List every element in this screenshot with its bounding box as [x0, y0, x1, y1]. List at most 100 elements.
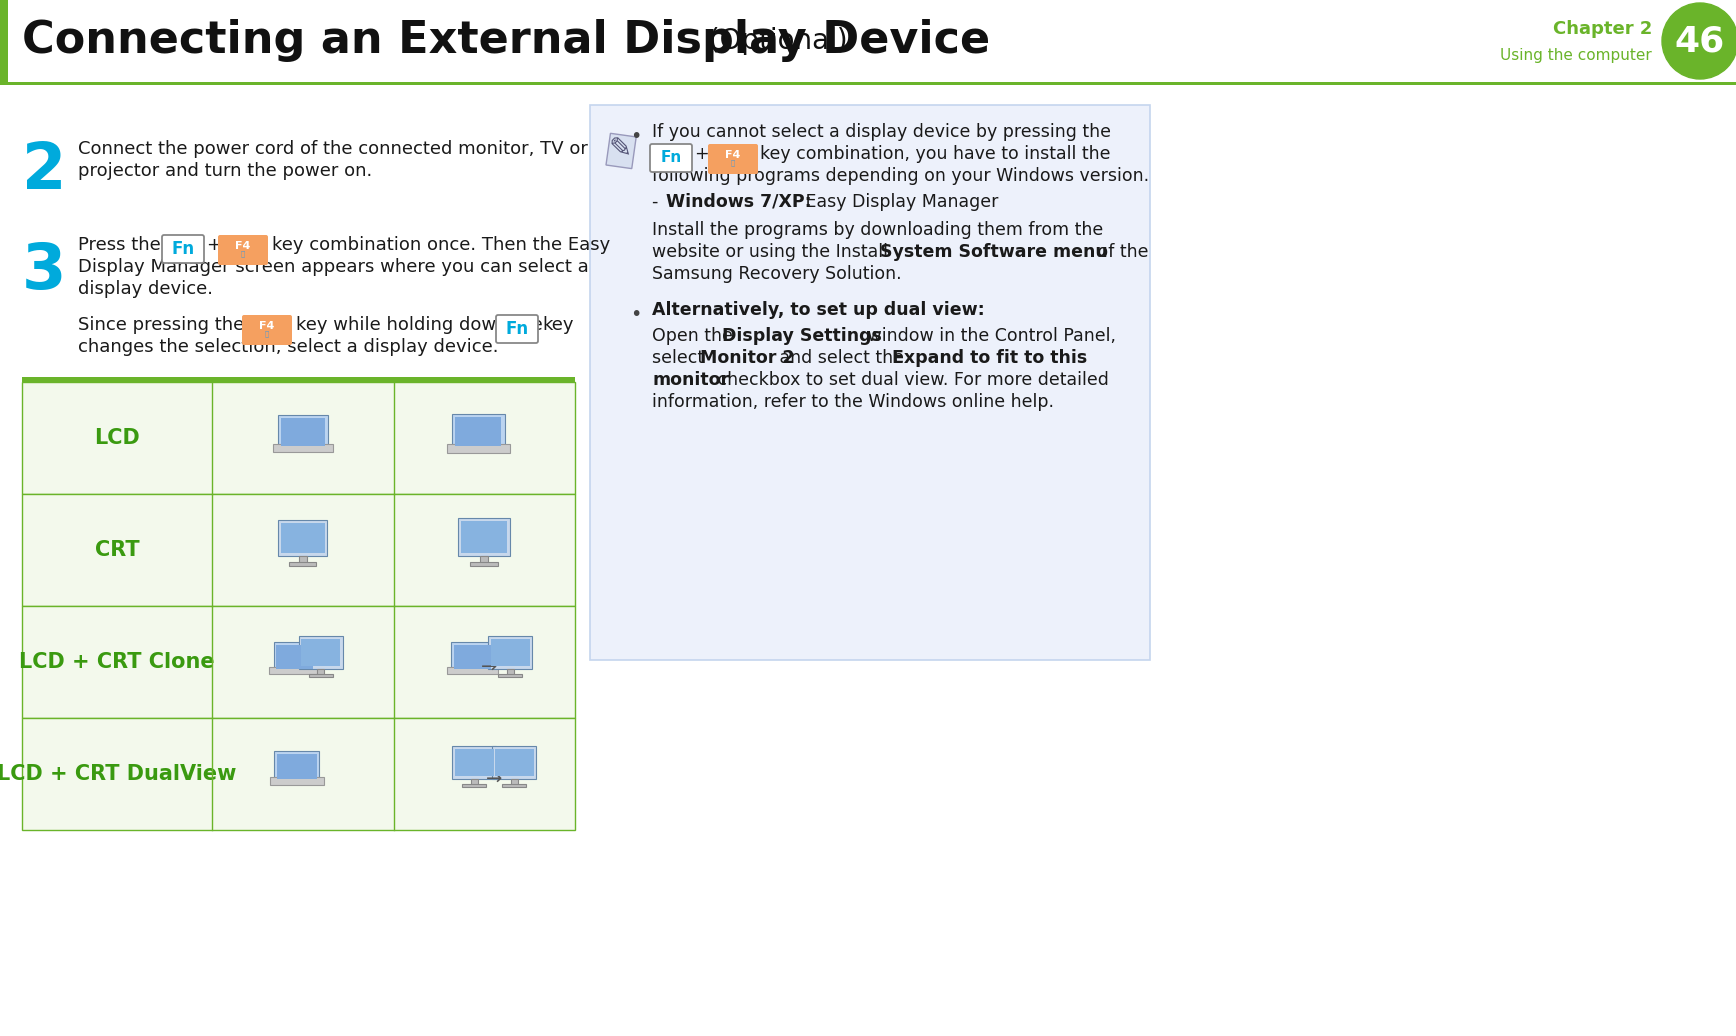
- Text: key: key: [542, 316, 573, 334]
- Bar: [451, 746, 496, 779]
- Bar: [299, 636, 342, 668]
- Text: window in the Control Panel,: window in the Control Panel,: [863, 327, 1116, 345]
- Text: Fn: Fn: [172, 240, 194, 258]
- FancyBboxPatch shape: [496, 315, 538, 343]
- FancyBboxPatch shape: [161, 235, 205, 263]
- Bar: [481, 556, 488, 564]
- FancyBboxPatch shape: [649, 144, 693, 172]
- Text: projector and turn the power on.: projector and turn the power on.: [78, 162, 372, 180]
- Text: F4: F4: [259, 321, 274, 330]
- Bar: [269, 667, 319, 673]
- Bar: [23, 606, 575, 718]
- Text: 46: 46: [1675, 24, 1726, 58]
- Bar: [318, 668, 325, 675]
- Bar: [278, 754, 316, 779]
- Text: ⬛: ⬛: [266, 330, 269, 338]
- Bar: [488, 636, 533, 668]
- Bar: [274, 642, 316, 671]
- Text: Display Settings: Display Settings: [722, 327, 882, 345]
- Text: Fn: Fn: [505, 320, 528, 338]
- Text: key combination, you have to install the: key combination, you have to install the: [760, 145, 1111, 163]
- Bar: [23, 494, 575, 606]
- Text: select: select: [653, 349, 710, 367]
- Bar: [446, 667, 498, 673]
- Text: Monitor 2: Monitor 2: [700, 349, 795, 367]
- Text: LCD + CRT Clone: LCD + CRT Clone: [19, 652, 215, 672]
- FancyBboxPatch shape: [241, 315, 292, 345]
- Bar: [269, 777, 323, 784]
- Bar: [23, 377, 575, 382]
- Text: Samsung Recovery Solution.: Samsung Recovery Solution.: [653, 265, 901, 283]
- Bar: [606, 134, 635, 169]
- Bar: [455, 418, 502, 447]
- Bar: [462, 521, 507, 553]
- Text: information, refer to the Windows online help.: information, refer to the Windows online…: [653, 393, 1054, 411]
- Text: of the: of the: [1092, 243, 1149, 261]
- Circle shape: [1661, 3, 1736, 79]
- Text: Fn: Fn: [660, 150, 682, 166]
- Text: checkbox to set dual view. For more detailed: checkbox to set dual view. For more deta…: [712, 371, 1109, 388]
- Text: (Optional): (Optional): [700, 27, 847, 55]
- Text: →: →: [486, 770, 502, 788]
- Bar: [451, 413, 505, 450]
- Text: key while holding down the: key while holding down the: [297, 316, 543, 334]
- Text: Display Manager screen appears where you can select a: Display Manager screen appears where you…: [78, 258, 589, 276]
- Bar: [491, 639, 529, 666]
- FancyBboxPatch shape: [708, 144, 759, 174]
- Bar: [491, 746, 536, 779]
- Text: Since pressing the: Since pressing the: [78, 316, 245, 334]
- Text: 3: 3: [23, 240, 66, 303]
- Bar: [278, 415, 328, 449]
- Bar: [281, 523, 325, 553]
- Text: key combination once. Then the Easy: key combination once. Then the Easy: [273, 236, 611, 254]
- Text: -: -: [653, 193, 663, 211]
- Bar: [446, 444, 510, 453]
- Text: Expand to fit to this: Expand to fit to this: [892, 349, 1087, 367]
- Bar: [470, 562, 498, 566]
- Bar: [507, 668, 514, 675]
- Text: Connecting an External Display Device: Connecting an External Display Device: [23, 20, 990, 62]
- Text: CRT: CRT: [95, 540, 139, 560]
- Bar: [495, 749, 533, 776]
- Text: Windows 7/XP:: Windows 7/XP:: [667, 193, 812, 211]
- Bar: [274, 751, 319, 782]
- Text: 2: 2: [23, 140, 66, 202]
- Text: •: •: [630, 127, 642, 146]
- Text: F4: F4: [236, 241, 250, 251]
- Text: Alternatively, to set up dual view:: Alternatively, to set up dual view:: [653, 301, 984, 319]
- Text: Press the: Press the: [78, 236, 161, 254]
- Text: Open the: Open the: [653, 327, 738, 345]
- Bar: [273, 444, 333, 452]
- Text: Chapter 2: Chapter 2: [1552, 20, 1653, 37]
- Bar: [453, 645, 491, 669]
- Text: following programs depending on your Windows version.: following programs depending on your Win…: [653, 167, 1149, 185]
- Bar: [498, 673, 523, 678]
- Text: ⬛: ⬛: [731, 160, 734, 167]
- Bar: [23, 382, 575, 494]
- Text: System Software menu: System Software menu: [880, 243, 1108, 261]
- Text: Using the computer: Using the computer: [1500, 49, 1653, 63]
- Bar: [290, 562, 316, 566]
- Text: +: +: [694, 145, 708, 163]
- Bar: [502, 783, 526, 787]
- Text: +: +: [207, 236, 220, 254]
- Bar: [455, 749, 493, 776]
- FancyBboxPatch shape: [590, 105, 1149, 660]
- Text: Install the programs by downloading them from the: Install the programs by downloading them…: [653, 221, 1104, 239]
- Bar: [510, 779, 517, 785]
- Bar: [23, 718, 575, 830]
- Text: display device.: display device.: [78, 280, 214, 298]
- Text: changes the selection, select a display device.: changes the selection, select a display …: [78, 338, 498, 356]
- Bar: [451, 642, 493, 671]
- Bar: [462, 783, 486, 787]
- Bar: [470, 779, 477, 785]
- Text: LCD: LCD: [94, 428, 141, 448]
- Text: F4: F4: [726, 150, 741, 160]
- Text: ✎: ✎: [608, 135, 632, 163]
- Text: If you cannot select a display device by pressing the: If you cannot select a display device by…: [653, 123, 1111, 141]
- Bar: [299, 556, 307, 564]
- Bar: [281, 418, 325, 447]
- Text: →: →: [481, 658, 498, 677]
- FancyBboxPatch shape: [219, 235, 267, 265]
- Text: LCD + CRT DualView: LCD + CRT DualView: [0, 764, 236, 784]
